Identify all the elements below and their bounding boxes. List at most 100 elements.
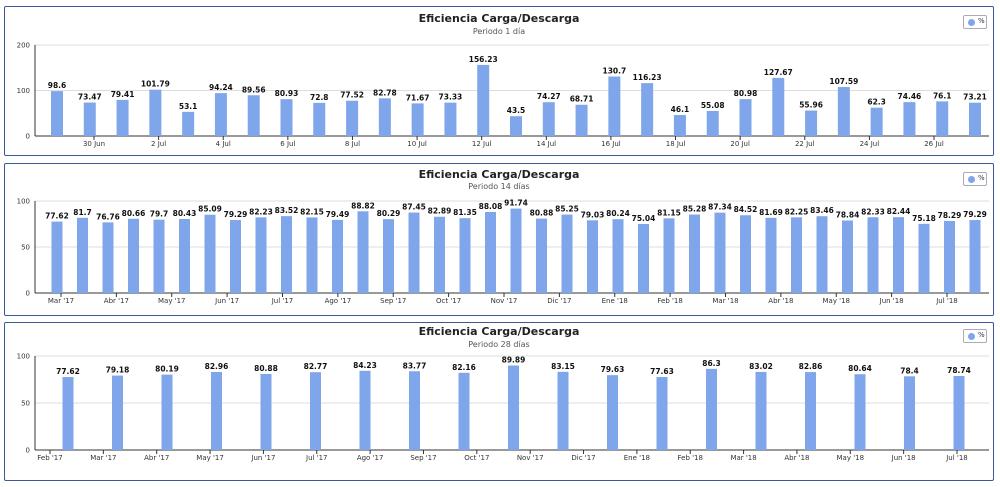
x-tick-label: Jun '17 xyxy=(250,454,275,462)
legend-toggle[interactable]: % xyxy=(963,329,987,343)
data-label: 68.71 xyxy=(570,95,594,104)
x-tick-label: Nov '17 xyxy=(491,297,518,305)
chart-panel-14-days: Eficiencia Carga/Descarga Periodo 14 días… xyxy=(4,163,994,316)
data-label: 87.45 xyxy=(402,203,426,212)
bar xyxy=(575,104,588,136)
data-label: 53.1 xyxy=(179,102,198,111)
bar xyxy=(805,372,816,450)
x-tick-label: 6 Jul xyxy=(280,140,295,148)
x-tick-label: Abr '17 xyxy=(104,297,129,305)
x-tick-label: Oct '17 xyxy=(436,297,461,305)
bar xyxy=(607,375,618,450)
bar xyxy=(310,372,321,450)
bar xyxy=(969,102,981,136)
bar xyxy=(765,217,777,293)
bar xyxy=(904,376,915,450)
x-tick-label: Abr '17 xyxy=(144,454,169,462)
x-tick-label: 30 Jun xyxy=(83,140,105,148)
bar xyxy=(116,99,129,136)
x-tick-label: 4 Jul xyxy=(216,140,231,148)
data-label: 77.62 xyxy=(45,212,69,221)
data-label: 71.67 xyxy=(406,93,430,102)
bar xyxy=(204,214,216,293)
y-tick-label: 100 xyxy=(17,87,30,95)
bar xyxy=(83,102,96,136)
data-label: 74.46 xyxy=(898,92,922,101)
data-label: 101.79 xyxy=(141,80,170,89)
data-label: 80.98 xyxy=(734,89,758,98)
legend-toggle[interactable]: % xyxy=(963,15,987,29)
bar xyxy=(179,219,190,293)
x-tick-label: Jun '18 xyxy=(879,297,904,305)
bar xyxy=(102,222,114,293)
bar xyxy=(444,102,457,136)
data-label: 91.74 xyxy=(504,199,528,208)
data-label: 82.78 xyxy=(373,88,397,97)
data-label: 82.89 xyxy=(428,207,452,216)
bar xyxy=(656,377,668,450)
x-tick-label: 16 Jul xyxy=(601,140,621,148)
bar xyxy=(230,220,241,293)
data-label: 55.96 xyxy=(799,101,823,110)
data-label: 79.41 xyxy=(111,90,135,99)
x-tick-label: Sep '17 xyxy=(410,454,436,462)
x-tick-label: Ago '17 xyxy=(357,454,384,462)
x-tick-label: 24 Jul xyxy=(860,140,880,148)
bar xyxy=(128,218,139,293)
data-label: 94.24 xyxy=(209,83,233,92)
data-label: 82.23 xyxy=(249,207,273,216)
x-tick-label: 12 Jul xyxy=(472,140,492,148)
bar xyxy=(359,370,371,450)
bar xyxy=(953,375,965,450)
y-tick-label: 100 xyxy=(17,198,30,206)
x-tick-label: Jun '17 xyxy=(214,297,239,305)
legend-toggle[interactable]: % xyxy=(963,172,987,186)
bar xyxy=(149,89,162,136)
x-tick-label: May '17 xyxy=(158,297,186,305)
data-label: 107.59 xyxy=(829,77,858,86)
x-tick-label: Feb '17 xyxy=(37,454,62,462)
bar xyxy=(306,217,318,293)
chart-subtitle: Periodo 28 días xyxy=(468,340,529,349)
bar xyxy=(458,372,470,450)
bar xyxy=(936,101,949,136)
data-label: 88.08 xyxy=(479,202,503,211)
data-label: 77.62 xyxy=(56,367,80,376)
x-tick-label: Mar '18 xyxy=(730,454,756,462)
bar xyxy=(411,103,424,136)
bar xyxy=(408,212,420,293)
chart-panel-1-day: Eficiencia Carga/Descarga Periodo 1 día 0 1… xyxy=(4,6,994,156)
bar xyxy=(612,219,624,293)
x-tick-label: Mar '17 xyxy=(90,454,116,462)
data-label: 89.56 xyxy=(242,85,266,94)
data-label: 80.88 xyxy=(254,364,278,373)
data-label: 116.23 xyxy=(633,73,662,82)
bar xyxy=(755,371,767,450)
data-label: 89.89 xyxy=(502,356,526,365)
x-tick-label: Jul '18 xyxy=(935,297,958,305)
bar xyxy=(434,216,445,293)
data-label: 74.27 xyxy=(537,92,561,101)
x-tick-label: Feb '18 xyxy=(678,454,703,462)
bar xyxy=(870,107,883,136)
data-label: 76.76 xyxy=(96,212,120,221)
x-tick-label: Oct '17 xyxy=(464,454,489,462)
x-tick-label: Jul '17 xyxy=(305,454,328,462)
data-label: 79.63 xyxy=(601,365,625,374)
bar xyxy=(332,219,343,293)
data-label: 75.18 xyxy=(912,214,936,223)
chart-subtitle: Periodo 14 días xyxy=(468,182,529,191)
x-tick-label: 26 Jul xyxy=(924,140,944,148)
x-tick-label: Dic '17 xyxy=(547,297,571,305)
x-tick-label: 2 Jul xyxy=(151,140,166,148)
bar xyxy=(561,214,573,293)
x-tick-label: Feb '18 xyxy=(657,297,682,305)
x-tick-label: Nov '17 xyxy=(517,454,544,462)
x-tick-label: Ene '18 xyxy=(602,297,628,305)
data-label: 72.8 xyxy=(310,93,329,102)
bar xyxy=(510,116,522,136)
bar xyxy=(805,110,818,136)
bar xyxy=(842,220,853,293)
bar xyxy=(969,220,981,293)
